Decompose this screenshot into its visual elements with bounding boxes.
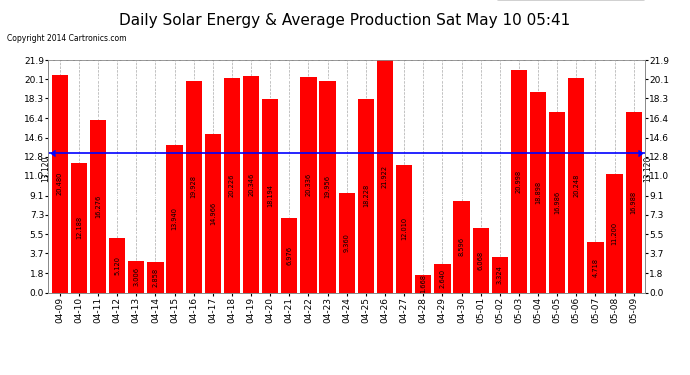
- Bar: [224, 78, 240, 292]
- Text: 20.998: 20.998: [516, 170, 522, 193]
- Bar: [511, 70, 527, 292]
- Text: 13.940: 13.940: [172, 207, 177, 230]
- Bar: [52, 75, 68, 292]
- Text: 20.480: 20.480: [57, 172, 63, 195]
- Text: 3.006: 3.006: [133, 267, 139, 286]
- Text: 20.336: 20.336: [306, 173, 311, 196]
- Bar: [396, 165, 412, 292]
- Text: 12.010: 12.010: [401, 217, 407, 240]
- Text: 16.986: 16.986: [554, 191, 560, 214]
- Text: 11.200: 11.200: [611, 222, 618, 245]
- Bar: [147, 262, 164, 292]
- Bar: [282, 219, 297, 292]
- Text: 19.928: 19.928: [190, 175, 197, 198]
- Bar: [473, 228, 489, 292]
- Bar: [109, 238, 126, 292]
- Bar: [90, 120, 106, 292]
- Text: 18.194: 18.194: [267, 184, 273, 207]
- Bar: [205, 134, 221, 292]
- Text: 16.276: 16.276: [95, 195, 101, 218]
- Bar: [339, 193, 355, 292]
- Text: 8.596: 8.596: [458, 237, 464, 256]
- Bar: [166, 144, 183, 292]
- Bar: [319, 81, 336, 292]
- Text: 21.922: 21.922: [382, 165, 388, 188]
- Text: 2.858: 2.858: [152, 268, 159, 287]
- Text: 18.228: 18.228: [363, 184, 369, 207]
- Bar: [434, 264, 451, 292]
- Text: 14.966: 14.966: [210, 201, 216, 225]
- Text: 4.718: 4.718: [593, 258, 598, 277]
- Text: 19.956: 19.956: [324, 175, 331, 198]
- Bar: [568, 78, 584, 292]
- Bar: [357, 99, 374, 292]
- Text: 6.068: 6.068: [477, 251, 484, 270]
- Bar: [300, 76, 317, 292]
- Text: 13.120: 13.120: [644, 155, 653, 182]
- Bar: [128, 261, 144, 292]
- Text: 18.898: 18.898: [535, 181, 541, 204]
- Bar: [243, 76, 259, 292]
- Text: 20.226: 20.226: [229, 174, 235, 197]
- Bar: [415, 275, 431, 292]
- Text: 1.668: 1.668: [420, 274, 426, 293]
- Text: 20.248: 20.248: [573, 173, 580, 197]
- Bar: [530, 92, 546, 292]
- Text: 6.976: 6.976: [286, 246, 293, 265]
- Bar: [549, 112, 565, 292]
- Bar: [607, 174, 622, 292]
- Bar: [492, 257, 508, 292]
- Bar: [262, 99, 278, 292]
- Text: 13.120: 13.120: [41, 155, 50, 182]
- Text: Daily Solar Energy & Average Production Sat May 10 05:41: Daily Solar Energy & Average Production …: [119, 13, 571, 28]
- Text: 5.120: 5.120: [114, 256, 120, 275]
- Text: 2.640: 2.640: [440, 269, 445, 288]
- Bar: [377, 60, 393, 292]
- Text: Copyright 2014 Cartronics.com: Copyright 2014 Cartronics.com: [7, 34, 126, 43]
- Bar: [453, 201, 470, 292]
- Text: 20.346: 20.346: [248, 173, 254, 196]
- Bar: [71, 163, 87, 292]
- Text: 16.988: 16.988: [631, 191, 637, 214]
- Text: 12.188: 12.188: [76, 216, 82, 239]
- Text: 3.324: 3.324: [497, 266, 503, 284]
- Bar: [186, 81, 201, 292]
- Text: 9.360: 9.360: [344, 233, 350, 252]
- Bar: [587, 242, 604, 292]
- Bar: [626, 112, 642, 292]
